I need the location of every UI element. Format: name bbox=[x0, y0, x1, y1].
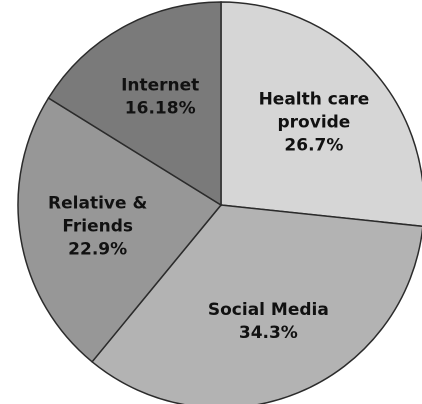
slice-label: Social Media 34.3% bbox=[208, 300, 329, 343]
slice-percent: 16.18% bbox=[125, 98, 196, 118]
slice-name: Internet bbox=[121, 75, 199, 95]
slice-percent: 22.9% bbox=[68, 239, 127, 259]
slice-name: provide bbox=[278, 112, 351, 132]
pie-slice bbox=[220, 1, 422, 228]
slice-label: Internet 16.18% bbox=[121, 75, 199, 118]
pie-slice bbox=[47, 1, 222, 207]
pie-labels: Health care provide 26.7% Social Media 34.3%… bbox=[48, 75, 369, 343]
slice-percent: 26.7% bbox=[284, 135, 343, 155]
slice-label: Health care provide 26.7% bbox=[259, 89, 370, 155]
slice-name: Social Media bbox=[208, 300, 329, 320]
slice-name: Health care bbox=[259, 89, 370, 109]
pie-slice bbox=[91, 204, 422, 404]
pie-slices bbox=[17, 1, 422, 404]
pie-slice bbox=[17, 96, 223, 363]
slice-name: Relative & bbox=[48, 193, 147, 213]
slice-name: Friends bbox=[62, 216, 133, 236]
slice-label: Relative & Friends 22.9% bbox=[48, 193, 147, 259]
slice-percent: 34.3% bbox=[239, 323, 298, 343]
